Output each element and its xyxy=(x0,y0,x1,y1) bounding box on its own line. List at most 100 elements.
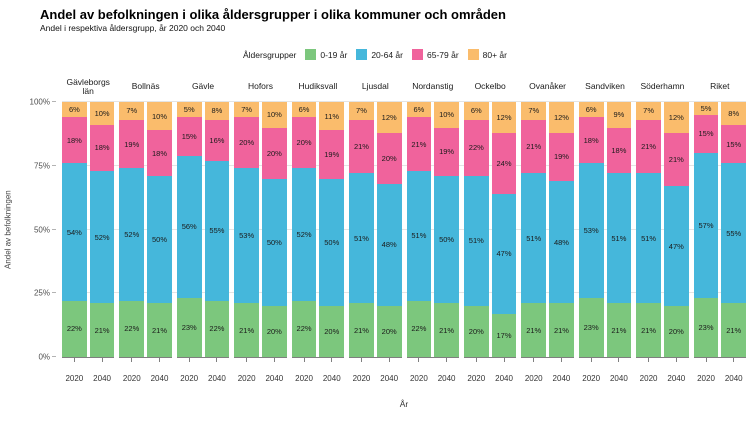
segment-80+-r: 6% xyxy=(463,102,489,120)
axis-tick-slot xyxy=(262,358,287,363)
segment-65-79-r: 19% xyxy=(319,130,345,179)
segment-value-label: 51% xyxy=(641,233,657,243)
segment-65-79-r: 18% xyxy=(578,117,604,164)
segment-65-79-r: 22% xyxy=(463,119,489,176)
segment-value-label: 21% xyxy=(94,325,110,335)
segment-65-79-r: 19% xyxy=(549,132,574,182)
axis-facet xyxy=(636,357,689,363)
segment-0-19-r: 21% xyxy=(89,303,115,357)
segment-value-label: 15% xyxy=(726,139,742,149)
axis-tick-slot xyxy=(664,358,689,363)
facet-header: Gävle xyxy=(191,81,215,92)
bar-2020: 6% 18% 54% 22% xyxy=(62,102,87,357)
segment-80+-r: 7% xyxy=(349,102,374,120)
segment-value-label: 10% xyxy=(439,110,455,120)
segment-80+-r: 5% xyxy=(176,102,202,118)
plot-area: 6% 18% 54% 22% 10% 18% 52% 21% 7% 19% 52% 22% 10% 18%… xyxy=(62,101,747,357)
year-label: 2040 xyxy=(322,374,341,383)
segment-80+-r: 12% xyxy=(663,102,689,133)
axis-tick-slot xyxy=(407,358,432,363)
segment-value-label: 22% xyxy=(66,324,82,334)
segment-20-64-r: 52% xyxy=(89,170,115,304)
segment-20-64-r: 53% xyxy=(234,168,259,304)
axis-facet xyxy=(463,357,517,363)
segment-20-64-r: 50% xyxy=(261,178,287,306)
segment-80+-r: 6% xyxy=(406,102,432,118)
segment-0-19-r: 21% xyxy=(549,303,574,357)
segment-80+-r: 8% xyxy=(204,102,230,120)
bar-2020: 6% 21% 51% 22% xyxy=(406,102,432,357)
segment-20-64-r: 55% xyxy=(721,163,747,304)
gridline xyxy=(62,101,746,102)
segment-0-19-r: 20% xyxy=(319,306,345,357)
year-label: 2020 xyxy=(467,374,486,383)
x-axis-title: År xyxy=(399,399,409,409)
segment-65-79-r: 18% xyxy=(147,130,172,176)
facet-header: Bollnäs xyxy=(131,81,160,92)
segment-0-19-r: 21% xyxy=(349,303,374,357)
segment-value-label: 9% xyxy=(613,110,625,120)
bar-2020: 7% 21% 51% 21% xyxy=(521,102,547,357)
axis-facet xyxy=(693,357,747,363)
bar-2020: 7% 19% 52% 22% xyxy=(119,102,145,357)
segment-value-label: 20% xyxy=(468,327,484,336)
axis-tick-slot xyxy=(62,358,87,363)
segment-0-19-r: 23% xyxy=(693,298,719,357)
segment-value-label: 18% xyxy=(66,135,82,145)
segment-value-label: 22% xyxy=(468,143,484,153)
segment-0-19-r: 21% xyxy=(234,303,259,357)
segment-value-label: 53% xyxy=(239,231,255,241)
segment-value-label: 48% xyxy=(381,240,397,250)
axis-tick-slot xyxy=(434,358,459,363)
segment-value-label: 12% xyxy=(553,112,569,122)
segment-value-label: 18% xyxy=(583,135,599,145)
legend-swatch xyxy=(356,49,368,60)
axis-tick-slot xyxy=(319,358,344,363)
facet-header: Sandviken xyxy=(585,81,625,92)
facet-header: Riket xyxy=(710,81,730,92)
bar-2040: 9% 18% 51% 21% xyxy=(606,102,632,357)
facet-year-labels: 2020 2040 xyxy=(407,374,459,383)
axis-tick-slot xyxy=(349,358,374,363)
segment-0-19-r: 22% xyxy=(406,300,432,357)
axis-tick-slot xyxy=(234,358,259,363)
facet-header: Söderhamn xyxy=(640,81,685,92)
axis-facet xyxy=(119,357,172,363)
segment-value-label: 20% xyxy=(381,327,397,336)
segment-20-64-r: 55% xyxy=(204,160,230,301)
y-tick-labels: 0% 25% 50% 75% 100% xyxy=(26,98,56,362)
axis-tick xyxy=(590,358,592,362)
legend-item-label: 20-64 år xyxy=(371,49,403,60)
bar-2040: 10% 18% 52% 21% xyxy=(89,102,115,357)
segment-value-label: 53% xyxy=(583,226,599,236)
segment-value-label: 20% xyxy=(239,138,255,148)
axis-tick xyxy=(388,358,390,362)
x-axis-line xyxy=(62,357,747,363)
segment-value-label: 20% xyxy=(266,327,282,336)
axis-tick-slot xyxy=(147,358,172,363)
year-label: 2020 xyxy=(122,374,141,383)
axis-tick xyxy=(246,358,248,362)
segment-value-label: 16% xyxy=(209,135,225,145)
axis-tick-slot xyxy=(205,358,230,363)
segment-0-19-r: 22% xyxy=(204,300,230,357)
segment-80+-r: 10% xyxy=(434,102,459,128)
segment-20-64-r: 47% xyxy=(491,193,517,314)
segment-value-label: 51% xyxy=(526,233,542,243)
segment-20-64-r: 54% xyxy=(62,163,87,301)
segment-value-label: 56% xyxy=(181,222,197,232)
segment-value-label: 22% xyxy=(209,324,225,334)
axis-tick xyxy=(618,358,620,362)
year-label: 2040 xyxy=(93,374,111,383)
facet: 6% 18% 54% 22% 10% 18% 52% 21% xyxy=(62,102,115,357)
y-tick-label: 75% xyxy=(33,161,50,171)
segment-0-19-r: 22% xyxy=(291,300,317,357)
year-label: 2040 xyxy=(265,374,284,383)
facet-header: Ockelbo xyxy=(474,81,506,92)
segment-0-19-r: 20% xyxy=(261,306,287,357)
segment-value-label: 50% xyxy=(324,237,340,247)
bar-2040: 10% 19% 50% 21% xyxy=(434,102,459,357)
segment-65-79-r: 15% xyxy=(721,124,747,164)
segment-65-79-r: 15% xyxy=(693,114,719,154)
legend: Åldersgrupper 0-19 år 20-64 år 65-79 år 80+… xyxy=(0,49,750,60)
